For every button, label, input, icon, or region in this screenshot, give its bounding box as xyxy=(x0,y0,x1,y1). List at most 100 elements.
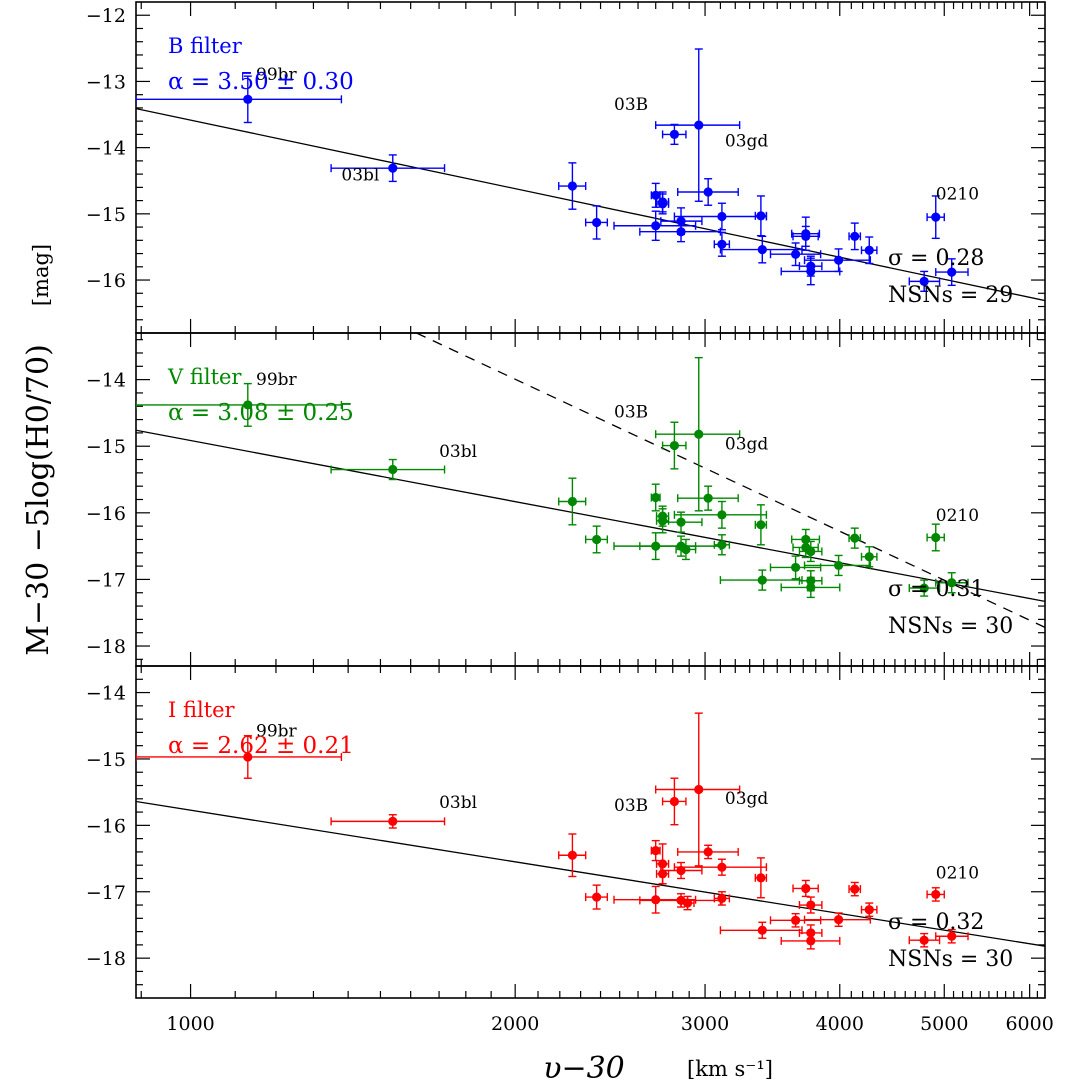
marker xyxy=(850,231,860,241)
marker xyxy=(756,520,766,530)
y-tick-label: −14 xyxy=(86,370,126,392)
x-tick-label: 3000 xyxy=(681,1013,729,1035)
marker xyxy=(592,534,602,545)
data-point xyxy=(803,248,872,273)
plot-area xyxy=(136,333,1045,628)
data-point xyxy=(639,535,722,557)
marker xyxy=(850,884,860,894)
marker xyxy=(388,163,398,173)
data-point xyxy=(661,421,687,470)
point-label: 0210 xyxy=(936,863,979,883)
panel-b-title: B filter xyxy=(168,34,243,58)
panel-b-nsn: NSNs = 29 xyxy=(888,283,1013,308)
data-point xyxy=(935,928,969,944)
marker xyxy=(717,510,727,520)
y-tick-label: −17 xyxy=(86,569,126,591)
data-point xyxy=(935,572,969,594)
data-point xyxy=(798,924,823,942)
y-axis-label: M−30 −5log(H0/70) xyxy=(21,344,56,656)
data-point xyxy=(798,540,823,563)
x-axis-units: [km s⁻¹] xyxy=(687,1057,773,1081)
data-point xyxy=(848,527,862,549)
y-tick-label: −15 xyxy=(86,204,126,226)
y-axis-label-group: M−30 −5log(H0/70) [mag] xyxy=(21,244,56,656)
point-label: 03bl xyxy=(439,793,477,813)
marker xyxy=(676,227,686,237)
fit-line xyxy=(136,429,1045,603)
data-point xyxy=(935,258,969,287)
plot-area xyxy=(136,48,1045,302)
marker xyxy=(694,429,704,439)
marker xyxy=(717,893,727,904)
data-point xyxy=(655,356,741,512)
marker xyxy=(717,862,727,872)
marker xyxy=(919,583,929,593)
marker xyxy=(592,217,602,228)
panel-i-alpha: α = 2.62 ± 0.21 xyxy=(168,733,354,759)
data-point xyxy=(136,735,343,779)
y-tick-label: −15 xyxy=(86,749,126,771)
marker xyxy=(669,440,680,451)
marker xyxy=(919,935,929,945)
point-label: 03B xyxy=(614,403,648,423)
data-point xyxy=(719,921,803,939)
marker xyxy=(243,752,253,762)
data-point xyxy=(655,863,670,885)
fit-line xyxy=(136,107,1045,302)
marker xyxy=(694,784,704,795)
panels: −12 −13 −14 −15 −16 03bl 99br 03gd 03B 0210 B filt… xyxy=(86,1,1046,999)
marker xyxy=(931,532,941,543)
data-point xyxy=(136,75,343,124)
x-axis-label: υ−30 xyxy=(543,1051,625,1086)
marker xyxy=(681,544,691,555)
data-point xyxy=(677,485,739,511)
fit-line xyxy=(136,800,1045,947)
data-point xyxy=(661,123,687,146)
data-point xyxy=(769,555,822,580)
marker xyxy=(651,492,661,503)
x-tick-label: 1000 xyxy=(166,1013,214,1035)
point-label: 03gd xyxy=(725,435,769,455)
marker xyxy=(947,931,957,941)
x-tick-label: 5000 xyxy=(920,1013,968,1035)
y-axis-units: [mag] xyxy=(29,244,53,306)
data-point xyxy=(660,861,703,880)
data-point xyxy=(661,777,687,826)
data-point xyxy=(677,844,739,860)
panel-i-title: I filter xyxy=(168,698,236,722)
marker xyxy=(833,560,844,571)
marker xyxy=(757,925,767,935)
marker xyxy=(801,229,811,239)
point-label: 03B xyxy=(614,95,648,115)
point-label: 03gd xyxy=(725,131,769,151)
point-label: 03bl xyxy=(439,442,477,462)
data-point xyxy=(330,154,446,183)
y-tick-label: −16 xyxy=(86,270,126,292)
marker xyxy=(657,199,668,209)
marker xyxy=(694,120,704,130)
marker xyxy=(669,129,680,139)
data-point xyxy=(655,48,741,202)
marker xyxy=(864,552,874,562)
data-point xyxy=(769,242,822,267)
marker xyxy=(757,244,767,255)
data-point xyxy=(558,833,587,878)
x-tick-label: 2000 xyxy=(491,1013,539,1035)
data-point xyxy=(754,857,768,899)
data-point xyxy=(660,511,703,533)
marker xyxy=(651,221,661,231)
data-point xyxy=(848,881,862,897)
marker xyxy=(801,534,811,545)
point-label: 99br xyxy=(256,370,298,390)
marker xyxy=(864,905,874,915)
marker xyxy=(806,546,816,557)
data-point xyxy=(798,255,823,277)
data-point xyxy=(558,477,587,526)
y-tick-label: −16 xyxy=(86,503,126,525)
y-tick-label: −12 xyxy=(86,5,126,27)
marker xyxy=(806,900,816,910)
point-label: 03B xyxy=(614,796,648,816)
marker xyxy=(833,255,844,265)
marker xyxy=(717,211,727,222)
marker xyxy=(801,883,811,894)
